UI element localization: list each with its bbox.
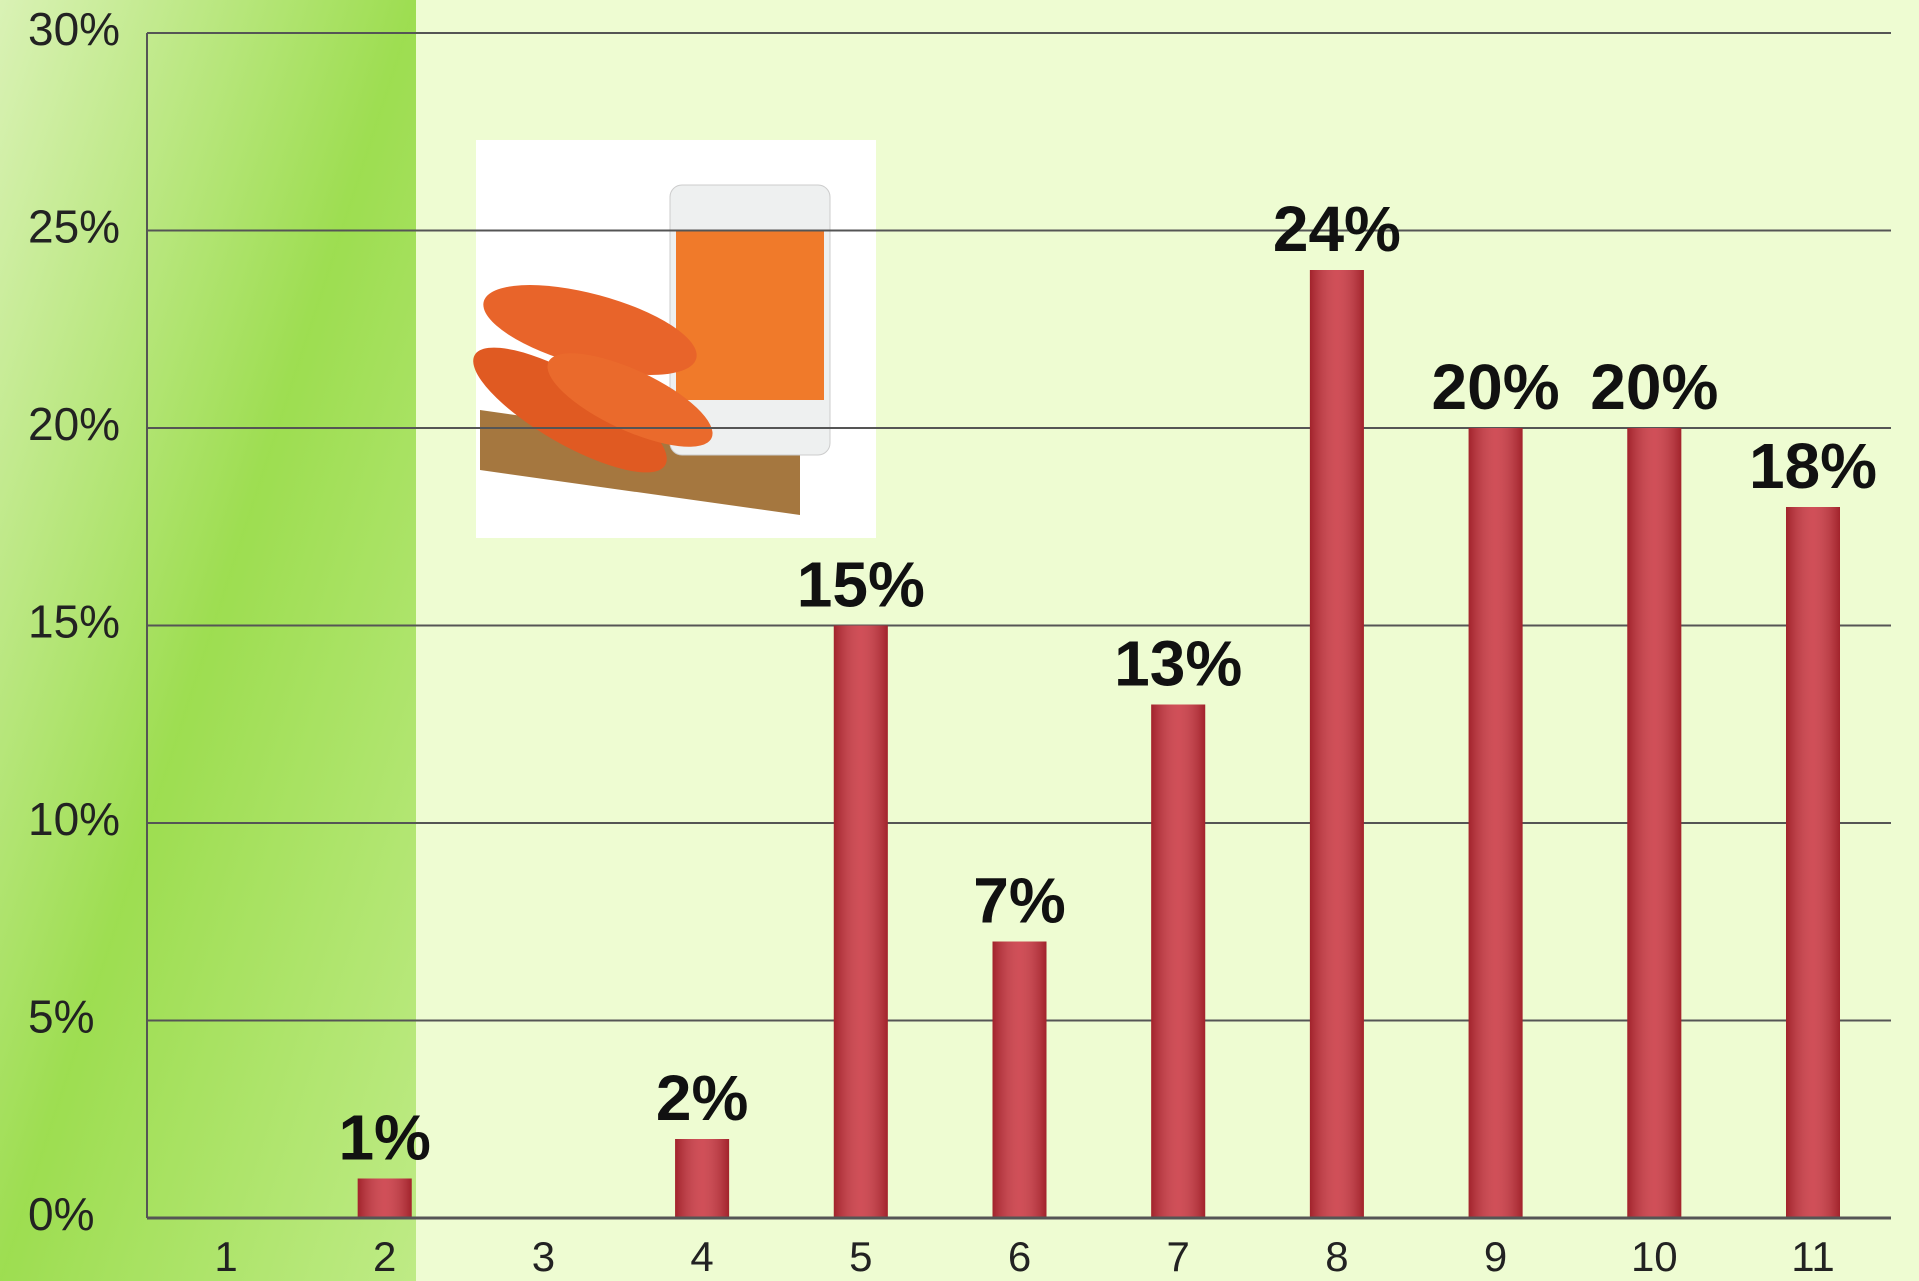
bar-shine — [1151, 704, 1206, 1218]
bar-shine — [357, 1178, 412, 1218]
bar-shine — [992, 941, 1047, 1218]
bar-shine — [1309, 270, 1364, 1218]
x-tick-label: 10 — [1631, 1233, 1678, 1280]
value-label: 1% — [338, 1101, 431, 1173]
y-tick-label: 25% — [28, 201, 120, 253]
bar-shine — [1468, 428, 1523, 1218]
x-tick-label: 2 — [373, 1233, 396, 1280]
y-tick-label: 30% — [28, 3, 120, 55]
decor-panel — [0, 0, 416, 1281]
bar-shine — [833, 625, 888, 1218]
value-label: 24% — [1273, 193, 1401, 265]
value-label: 20% — [1432, 351, 1560, 423]
y-tick-label: 20% — [28, 398, 120, 450]
bar-shine — [1627, 428, 1682, 1218]
bar-shine — [1786, 507, 1840, 1218]
value-label: 15% — [797, 548, 925, 620]
photo — [473, 140, 876, 538]
x-tick-label: 7 — [1167, 1233, 1190, 1280]
value-label: 20% — [1590, 351, 1718, 423]
x-tick-label: 11 — [1791, 1233, 1835, 1280]
y-tick-label: 5% — [28, 991, 94, 1043]
bar-shine — [675, 1139, 730, 1218]
x-tick-label: 1 — [214, 1233, 237, 1280]
value-label: 7% — [973, 864, 1066, 936]
x-tick-label: 4 — [690, 1233, 713, 1280]
x-tick-label: 9 — [1484, 1233, 1507, 1280]
x-tick-label: 6 — [1008, 1233, 1031, 1280]
y-tick-label: 15% — [28, 596, 120, 648]
value-label: 2% — [656, 1062, 749, 1134]
y-tick-label: 0% — [28, 1188, 94, 1240]
value-label: 13% — [1114, 627, 1242, 699]
x-tick-label: 8 — [1325, 1233, 1348, 1280]
value-label: 18% — [1749, 430, 1877, 502]
x-tick-label: 5 — [849, 1233, 872, 1280]
y-tick-label: 10% — [28, 793, 120, 845]
x-tick-label: 3 — [532, 1233, 555, 1280]
